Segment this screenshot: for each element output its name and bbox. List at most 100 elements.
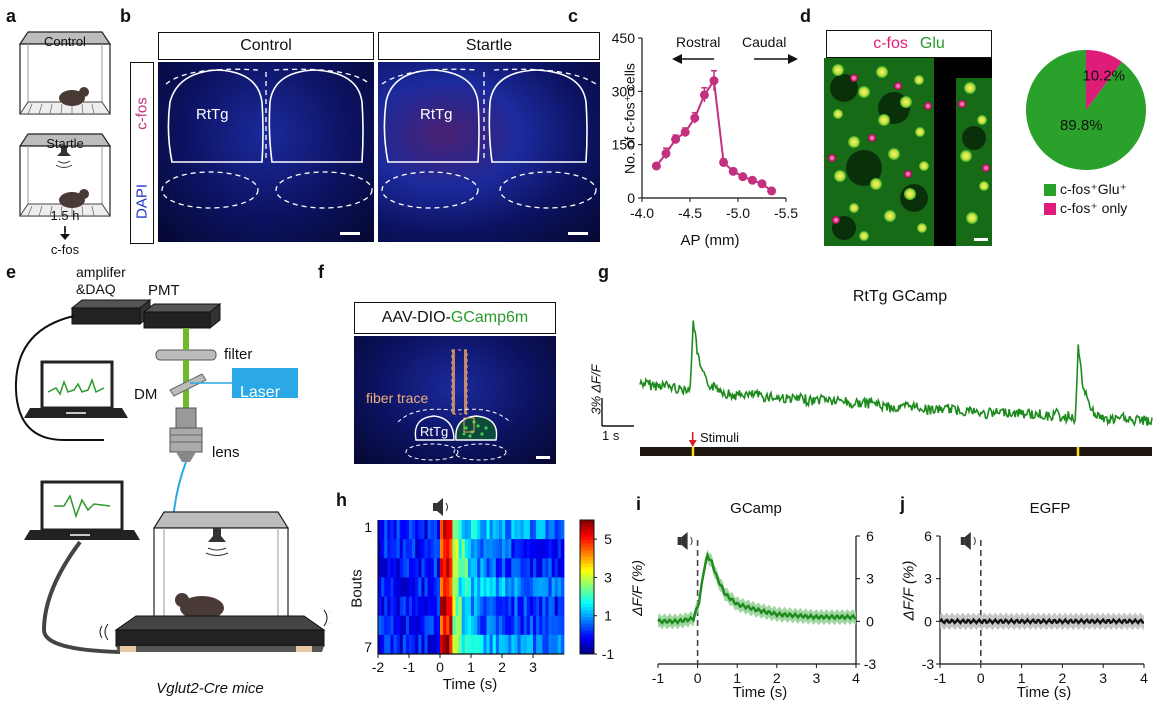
heatmap-cell: [529, 539, 534, 559]
heatmap-cell: [502, 634, 506, 655]
chart-i-ytick-label: 6: [866, 528, 874, 544]
dapi-stain-label: DAPI: [133, 184, 151, 220]
chart-j-ytick-label: 0: [924, 613, 932, 629]
heatmap-cell: [458, 634, 463, 655]
heatmap-cell: [427, 615, 432, 636]
c-xtick-label: -4.5: [678, 205, 702, 221]
virus-header: AAV-DIO- GCamp6m: [354, 302, 556, 334]
heatmap-cell: [554, 634, 559, 655]
heatmap-cell: [418, 634, 422, 655]
heatmap-cell: [548, 577, 552, 597]
heatmap-cell: [554, 577, 559, 597]
heatmap-cell: [551, 596, 556, 617]
heatmap-cell: [495, 558, 500, 578]
heatmap-cell: [492, 634, 497, 655]
chart-j-speaker-icon: [960, 537, 965, 545]
heatmap-cell: [405, 596, 410, 617]
c-data-point: [699, 90, 709, 100]
heatmap-cell: [387, 558, 391, 578]
laser-icon: [232, 368, 298, 398]
heatmap-cell: [489, 520, 494, 540]
heatmap-cell: [464, 558, 469, 578]
heatmap-cell: [560, 615, 565, 636]
heatmap-cell: [443, 577, 447, 597]
chart-i-ytick-label: 0: [866, 613, 874, 629]
colorbar-segment: [580, 533, 594, 538]
chart-j-ytick-label: 3: [924, 571, 932, 587]
heatmap-cell: [511, 615, 515, 636]
heatmap-cell: [536, 577, 540, 597]
heatmap-cell: [508, 596, 512, 617]
heatmap-cell: [393, 539, 397, 559]
heatmap-cell: [498, 615, 503, 636]
heatmap-cell: [542, 558, 546, 578]
colorbar-tick-label: 5: [604, 531, 612, 547]
colorbar-segment: [580, 593, 594, 598]
heatmap-cell: [436, 596, 441, 617]
heatmap-cell: [384, 596, 388, 617]
startle-micrograph: RtTg: [378, 62, 600, 242]
h-xtick-label: 3: [529, 659, 537, 675]
daq-label: &DAQ: [76, 281, 116, 297]
heatmap-cell: [412, 577, 416, 597]
heatmap-cell: [489, 539, 494, 559]
heatmap-cell: [477, 634, 481, 655]
control-micrograph: RtTg: [158, 62, 374, 242]
colorbar-segment: [580, 600, 594, 605]
left-arrow-icon: [672, 54, 682, 64]
colorbar-segment: [580, 543, 594, 548]
heatmap-cell: [471, 520, 475, 540]
heatmap-cell: [483, 596, 487, 617]
colorbar-segment: [580, 583, 594, 588]
heatmap-cell: [393, 615, 397, 636]
heatmap-cell: [514, 539, 518, 559]
heatmap-cell: [381, 539, 385, 559]
time-delay-label: 1.5 h: [50, 208, 80, 223]
h-xtick-label: 2: [498, 659, 506, 675]
heatmap-cell: [471, 539, 475, 559]
heatmap-cell: [517, 558, 521, 578]
virus-prefix: AAV-DIO-: [381, 309, 451, 326]
chart-i-mean-line: [657, 551, 857, 625]
heatmap-cell: [452, 596, 456, 617]
lens-label: lens: [212, 444, 240, 461]
heatmap-cell: [424, 558, 428, 578]
heatmap-cell: [402, 634, 407, 655]
colorbar-segment: [580, 566, 594, 571]
heatmap-cell: [520, 539, 525, 559]
c-ytick-label: 300: [612, 83, 636, 99]
h-row-tick-7: 7: [364, 639, 372, 655]
dm-label: DM: [134, 386, 158, 403]
heatmap-cell: [533, 615, 537, 636]
heatmap-cell: [449, 634, 453, 655]
colorbar-segment: [580, 540, 594, 544]
heatmap-cell: [452, 539, 456, 559]
heatmap-cell: [467, 558, 472, 578]
c-data-point: [719, 157, 729, 167]
c-data-point: [690, 113, 700, 123]
heatmap-cell: [418, 596, 422, 617]
heatmap-cell: [533, 520, 537, 540]
rttg-region-label: RtTg: [196, 106, 229, 123]
heatmap-cell: [415, 577, 419, 597]
c-ytick-label: 150: [612, 137, 636, 153]
heatmap-cell: [505, 596, 509, 617]
colorbar-segment: [580, 590, 594, 595]
colorbar-segment: [580, 620, 594, 625]
heatmap-cell: [520, 577, 525, 597]
heatmap-cell: [455, 634, 459, 655]
chart-j-xtick-label: 2: [1059, 670, 1067, 686]
speaker-icon-e: [208, 536, 226, 542]
colorbar-tick-label: -1: [602, 646, 615, 662]
heatmap-cell: [548, 539, 552, 559]
heatmap-cell: [405, 520, 410, 540]
amplifier-icon: [71, 307, 141, 325]
colorbar-segment: [580, 573, 594, 578]
heatmap-cell: [424, 577, 428, 597]
h-speaker-cone: [437, 498, 443, 516]
heatmap-cell: [378, 596, 382, 617]
heatmap-cell: [421, 615, 425, 636]
heatmap-cell: [551, 539, 556, 559]
heatmap-cell: [514, 577, 518, 597]
heatmap-cell: [548, 596, 552, 617]
